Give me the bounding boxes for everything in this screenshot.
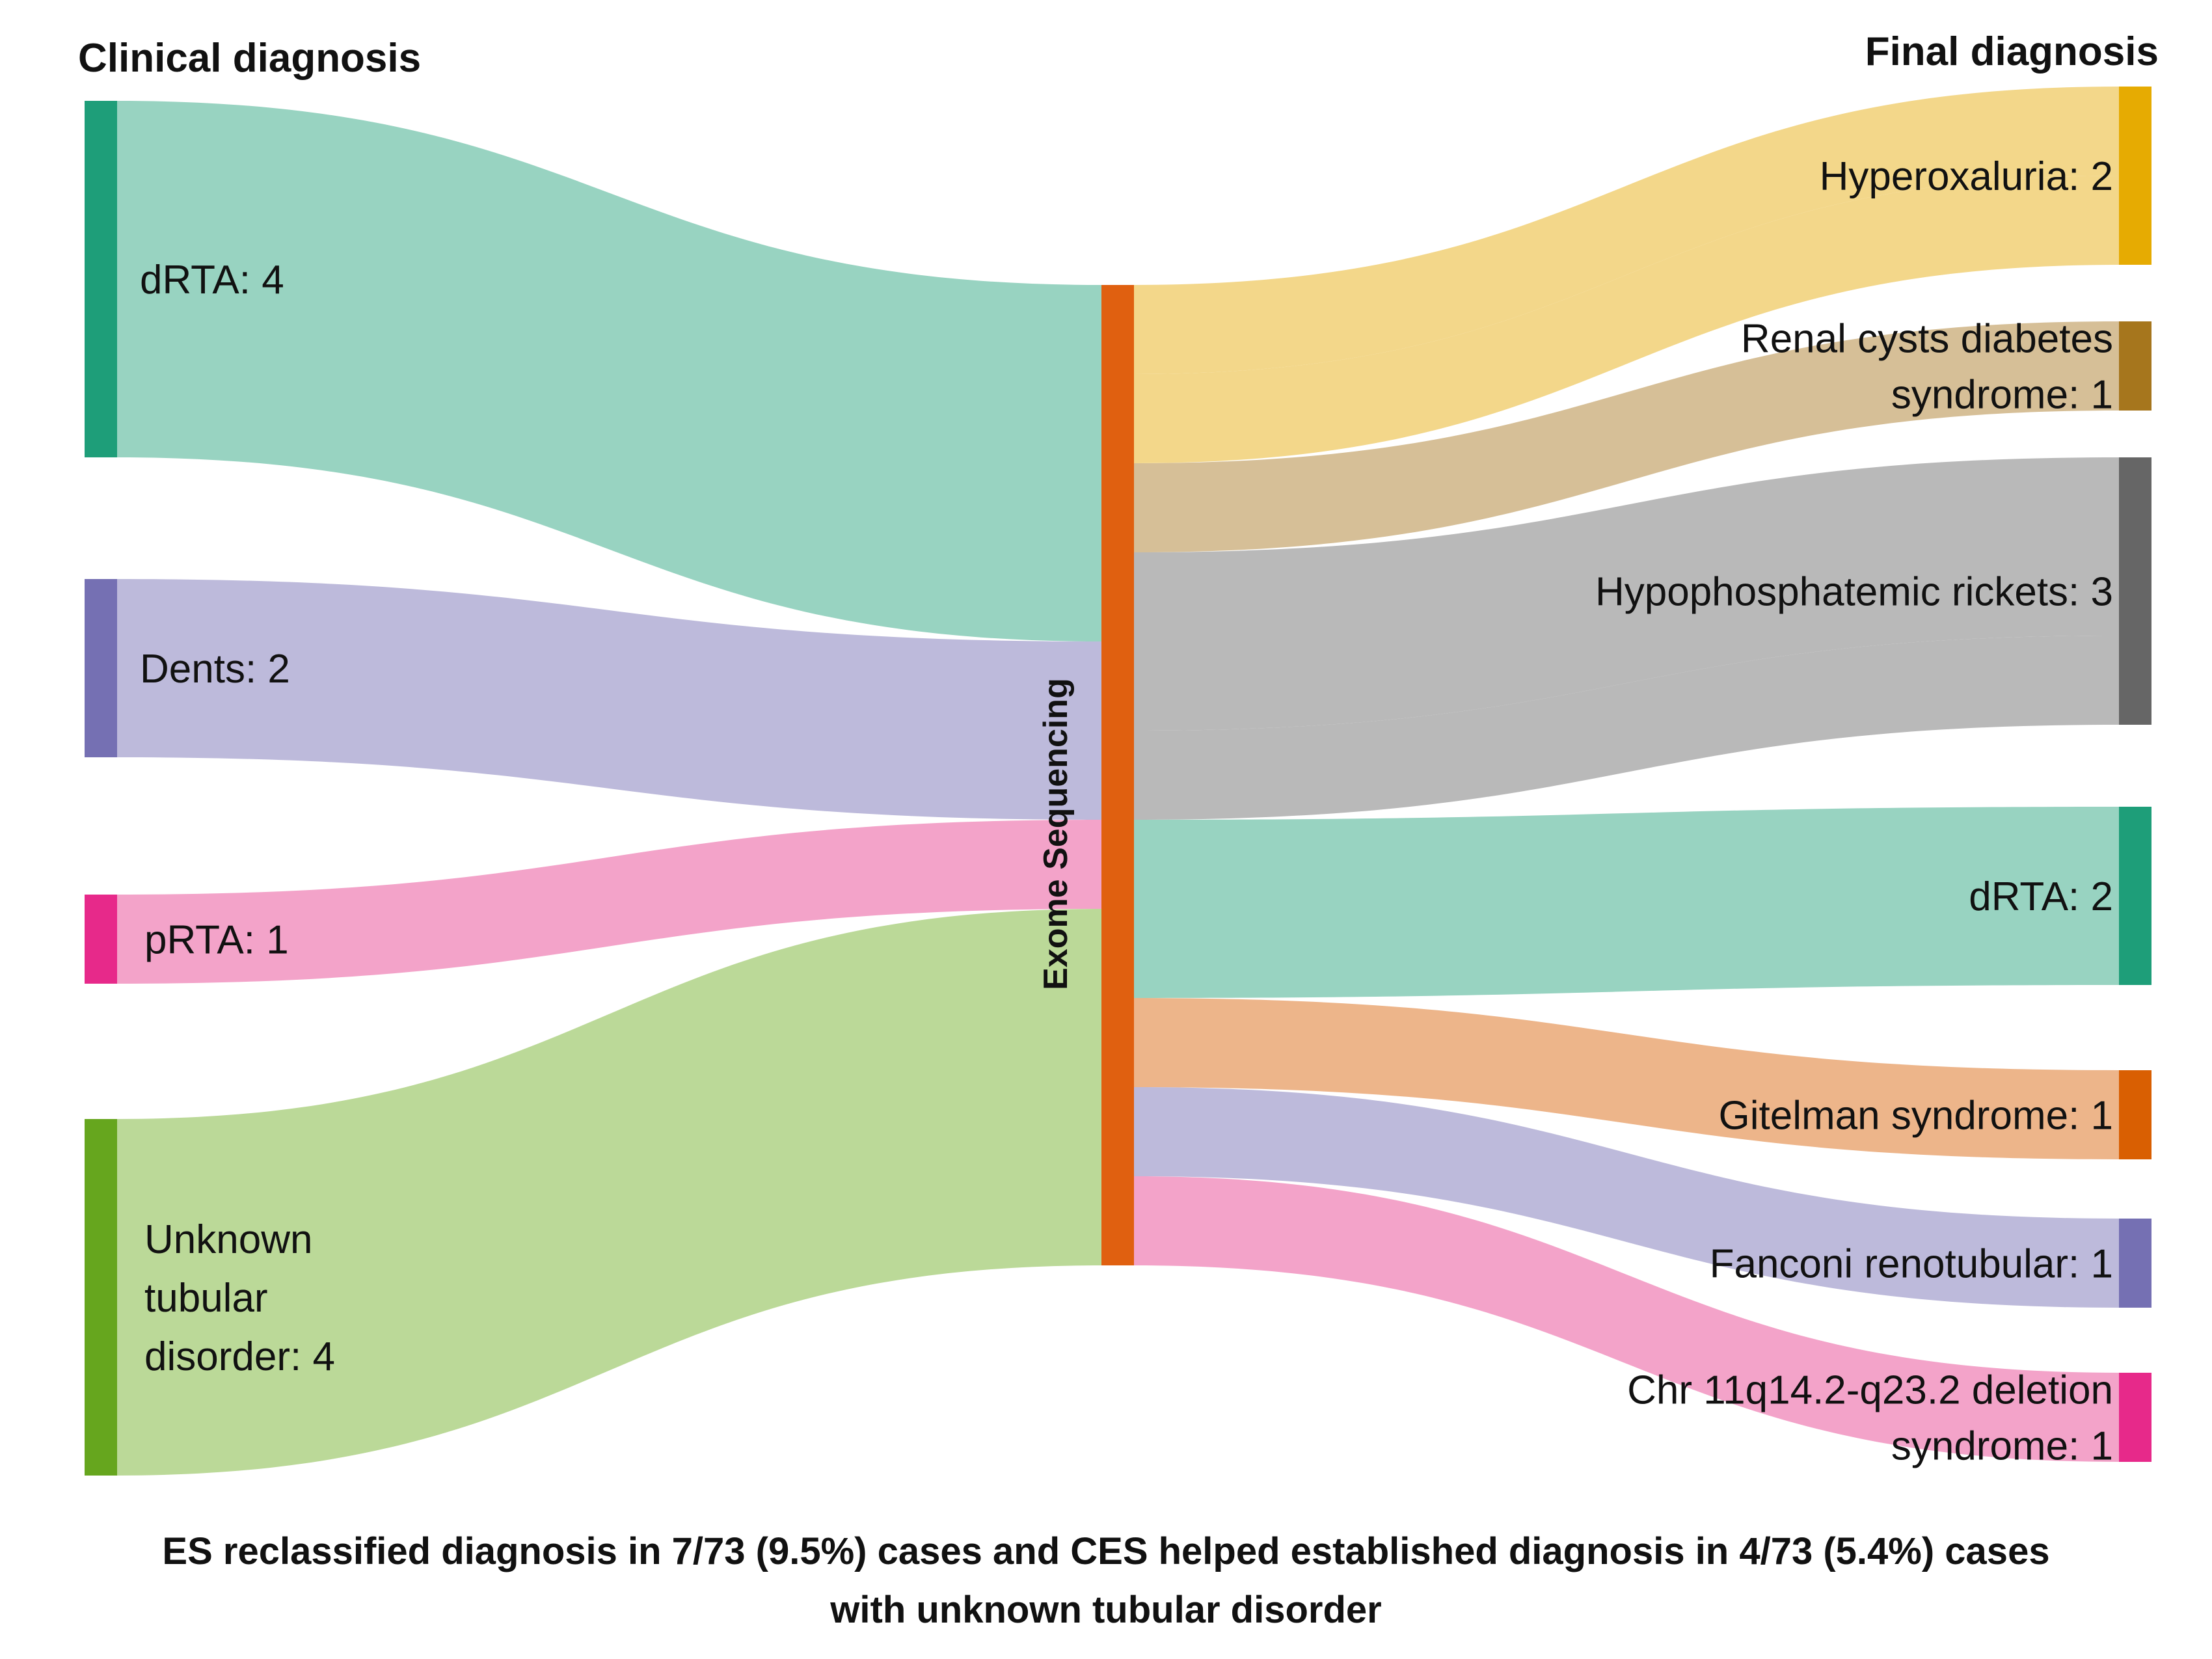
node-exome-sequencing	[1101, 285, 1134, 1265]
label-drta_tgt: dRTA: 2	[1969, 874, 2113, 919]
flow-dents_src	[117, 579, 1101, 820]
node-fanconi	[2119, 1219, 2151, 1308]
labels-layer: dRTA: 4 Dents: 2 pRTA: 1 Unknown tubular diso…	[140, 154, 2113, 1469]
flow-drta_src	[117, 101, 1101, 641]
node-drta_tgt	[2119, 807, 2151, 985]
node-unknown_src	[85, 1119, 117, 1476]
flow-to-fanconi-7	[1134, 1087, 2119, 1308]
label-drta_src: dRTA: 4	[140, 258, 284, 303]
flow-to-gitelman-6	[1134, 998, 2119, 1159]
label-fanconi: Fanconi renotubular: 1	[1710, 1242, 2113, 1287]
label-dents_src: Dents: 2	[140, 647, 290, 692]
flow-to-hypophosphatemic-3	[1134, 457, 2119, 731]
label-prta_src: pRTA: 1	[144, 918, 289, 963]
label-line: syndrome: 1	[1891, 373, 2113, 418]
node-hyperoxaluria	[2119, 87, 2151, 265]
label-line: Fanconi renotubular: 1	[1710, 1242, 2113, 1287]
label-line: pRTA: 1	[144, 918, 289, 963]
node-prta_src	[85, 895, 117, 984]
label-line: Renal cysts diabetes	[1741, 317, 2113, 362]
label-line: Gitelman syndrome: 1	[1719, 1094, 2113, 1139]
flow-to-hyperoxaluria-0	[1134, 87, 2119, 374]
node-renal_cysts	[2119, 321, 2151, 411]
flow-prta_src	[117, 820, 1101, 984]
right-header: Final diagnosis	[1865, 29, 2159, 74]
nodes-layer	[85, 87, 2151, 1476]
label-line: Dents: 2	[140, 647, 290, 692]
label-line: tubular	[144, 1276, 268, 1321]
label-hyperoxaluria: Hyperoxaluria: 2	[1820, 154, 2113, 199]
node-drta_src	[85, 101, 117, 457]
label-line: Hyperoxaluria: 2	[1820, 154, 2113, 199]
label-line: disorder: 4	[144, 1334, 335, 1379]
label-chr11: Chr 11q14.2-q23.2 deletion syndrome: 1	[1627, 1368, 2113, 1469]
flow-to-renal_cysts-2	[1134, 321, 2119, 552]
left-header: Clinical diagnosis	[78, 36, 421, 81]
flow-unknown_src	[117, 909, 1101, 1476]
node-chr11	[2119, 1373, 2151, 1462]
flows-layer	[117, 87, 2119, 1476]
label-line: Unknown	[144, 1217, 312, 1262]
sankey-diagram: dRTA: 4 Dents: 2 pRTA: 1 Unknown tubular diso…	[78, 29, 2159, 1476]
flow-to-chr11-8	[1134, 1176, 2119, 1462]
flow-to-hypophosphatemic-4	[1134, 636, 2119, 820]
label-renal_cysts: Renal cysts diabetes syndrome: 1	[1741, 317, 2113, 418]
middle-node-label: Exome Sequencing	[1037, 678, 1075, 990]
node-hypophosphatemic	[2119, 457, 2151, 725]
flow-to-drta_tgt-5	[1134, 807, 2119, 998]
label-line: Chr 11q14.2-q23.2 deletion	[1627, 1368, 2113, 1413]
label-line: Hypophosphatemic rickets: 3	[1595, 570, 2113, 615]
label-hypophosphatemic: Hypophosphatemic rickets: 3	[1595, 570, 2113, 615]
caption-line-1: ES reclassified diagnosis in 7/73 (9.5%)…	[162, 1530, 2050, 1572]
label-line: syndrome: 1	[1891, 1424, 2113, 1469]
label-unknown_src: Unknown tubular disorder: 4	[144, 1217, 335, 1379]
label-line: dRTA: 2	[1969, 874, 2113, 919]
caption: ES reclassified diagnosis in 7/73 (9.5%)…	[0, 1522, 2212, 1639]
label-gitelman: Gitelman syndrome: 1	[1719, 1094, 2113, 1139]
node-gitelman	[2119, 1070, 2151, 1159]
label-line: dRTA: 4	[140, 258, 284, 303]
caption-line-2: with unknown tubular disorder	[830, 1589, 1382, 1631]
flow-to-hyperoxaluria-1	[1134, 176, 2119, 463]
node-dents_src	[85, 579, 117, 757]
